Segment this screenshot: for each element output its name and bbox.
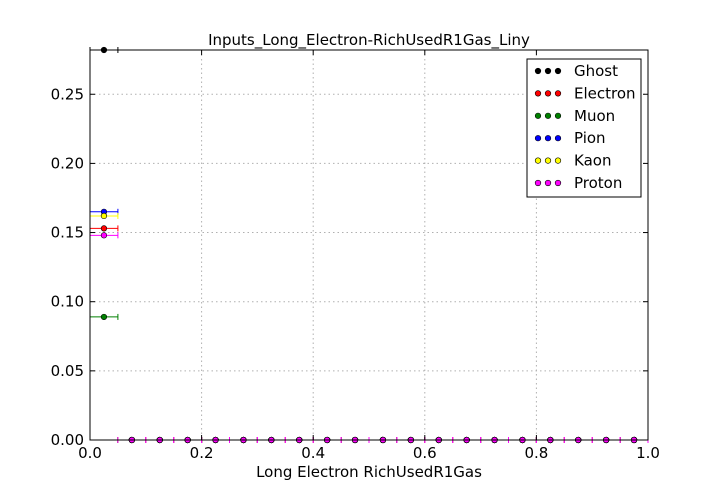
legend-marker — [554, 157, 562, 164]
legend-label: Kaon — [574, 152, 611, 170]
legend-box — [526, 58, 642, 198]
legend-entry-ghost: Ghost — [534, 62, 618, 80]
legend-entry-kaon: Kaon — [534, 152, 611, 170]
legend-label: Electron — [574, 84, 636, 102]
legend-marker — [554, 112, 562, 119]
legend-marker — [534, 112, 542, 119]
chart-title: Inputs_Long_Electron-RichUsedR1Gas_Liny — [208, 31, 530, 50]
legend-marker — [554, 179, 562, 187]
legend-entry-proton: Proton — [534, 174, 622, 192]
legend-marker — [544, 135, 552, 142]
data-point — [100, 212, 108, 220]
data-point — [100, 225, 108, 232]
plot-frame — [89, 49, 649, 441]
y-tick-label: 0.25 — [51, 85, 84, 103]
x-axis-label: Long Electron RichUsedR1Gas — [256, 463, 482, 481]
data-point — [100, 313, 108, 321]
x-tick-label: 0.2 — [190, 444, 214, 462]
y-tick-label: 0.10 — [51, 293, 84, 311]
legend-marker — [534, 157, 542, 164]
x-tick-label: 0.8 — [524, 444, 548, 462]
legend-marker — [544, 179, 552, 187]
legend-marker — [544, 67, 552, 75]
ticks: 0.0 0.2 0.4 0.6 0.8 1.0 0.00 0.05 0.10 0.15 0.20 0.… — [51, 50, 660, 462]
legend-marker — [554, 67, 562, 75]
legend-label: Pion — [574, 129, 606, 147]
legend-marker — [554, 135, 562, 142]
y-tick-label: 0.00 — [51, 431, 84, 449]
legend-marker — [544, 157, 552, 164]
y-tick-label: 0.05 — [51, 362, 84, 380]
legend-marker — [534, 135, 542, 142]
legend-marker — [534, 90, 542, 97]
legend-entry-electron: Electron — [534, 84, 636, 102]
y-tick-label: 0.20 — [51, 154, 84, 172]
legend-marker — [544, 90, 552, 97]
legend-marker — [544, 112, 552, 119]
legend-label: Ghost — [574, 62, 618, 80]
legend-marker — [554, 90, 562, 97]
data-point — [100, 232, 108, 239]
legend: Ghost Electron Muon Pion Kaon Proton — [526, 58, 642, 198]
legend-label: Proton — [574, 174, 622, 192]
x-tick-label: 0.0 — [78, 444, 102, 462]
legend-marker — [534, 179, 542, 187]
legend-entry-muon: Muon — [534, 107, 615, 125]
x-tick-label: 1.0 — [636, 444, 660, 462]
legend-entry-pion: Pion — [534, 129, 606, 147]
y-tick-label: 0.15 — [51, 224, 84, 242]
x-tick-label: 0.6 — [413, 444, 437, 462]
x-tick-label: 0.4 — [301, 444, 325, 462]
legend-marker — [534, 67, 542, 75]
legend-label: Muon — [574, 107, 615, 125]
